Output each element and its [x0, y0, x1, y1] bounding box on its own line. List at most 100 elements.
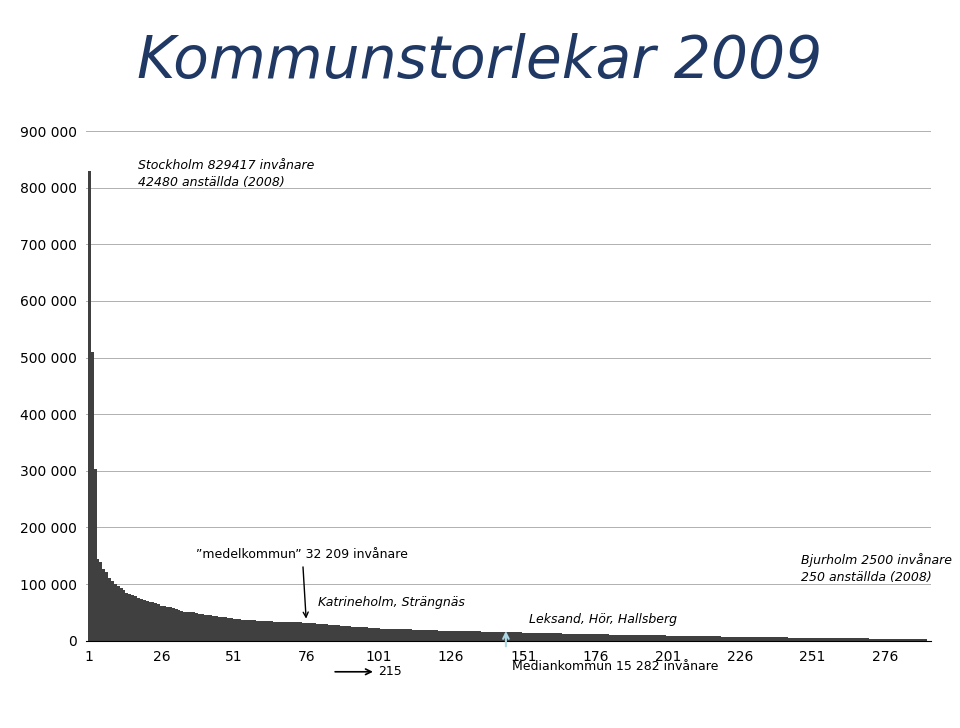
Bar [261, 621, 264, 641]
Bar [756, 637, 759, 641]
Bar [166, 607, 169, 641]
Bar [117, 587, 120, 641]
Bar [100, 562, 103, 641]
Bar [909, 639, 912, 641]
Bar [325, 625, 328, 641]
Bar [126, 593, 129, 641]
Bar [140, 598, 143, 641]
Bar [186, 612, 189, 641]
Bar [745, 637, 748, 641]
Bar [149, 602, 152, 641]
Bar [663, 636, 666, 641]
Bar [537, 633, 540, 641]
Bar [232, 619, 235, 641]
Bar [828, 638, 831, 641]
Bar [771, 637, 774, 641]
Bar [728, 637, 731, 641]
Bar [852, 638, 854, 641]
Bar [418, 630, 420, 641]
Bar [805, 638, 808, 641]
Bar [192, 612, 195, 641]
Bar [612, 635, 614, 641]
Bar [646, 636, 649, 641]
Bar [826, 638, 828, 641]
Bar [794, 638, 797, 641]
Bar [903, 639, 906, 641]
Bar [600, 634, 603, 641]
Bar [528, 633, 531, 641]
Bar [531, 633, 534, 641]
Bar [811, 638, 814, 641]
Bar [472, 631, 475, 641]
Bar [912, 639, 915, 641]
Bar [103, 569, 106, 641]
Bar [725, 637, 728, 641]
Text: Katrineholm, Strängnäs: Katrineholm, Strängnäs [318, 596, 465, 609]
Bar [800, 638, 803, 641]
Bar [308, 623, 311, 641]
Bar [754, 637, 756, 641]
Bar [276, 622, 278, 641]
Bar [675, 636, 678, 641]
Bar [446, 630, 449, 641]
Bar [880, 638, 883, 641]
Bar [563, 633, 565, 641]
Bar [516, 633, 519, 641]
Bar [797, 638, 800, 641]
Bar [545, 633, 548, 641]
Bar [588, 634, 591, 641]
Bar [762, 637, 765, 641]
Bar [849, 638, 852, 641]
Bar [452, 631, 455, 641]
Bar [432, 630, 435, 641]
Bar [565, 633, 568, 641]
Bar [557, 633, 560, 641]
Bar [209, 615, 212, 641]
Bar [501, 632, 504, 641]
Bar [782, 638, 785, 641]
Bar [218, 617, 221, 641]
Bar [846, 638, 849, 641]
Bar [383, 628, 386, 641]
Bar [660, 636, 663, 641]
Bar [918, 639, 921, 641]
Bar [360, 628, 363, 641]
Bar [444, 630, 446, 641]
Bar [305, 622, 308, 641]
Bar [88, 171, 91, 641]
Bar [255, 621, 258, 641]
Bar [238, 619, 241, 641]
Bar [803, 638, 805, 641]
Bar [895, 639, 898, 641]
Bar [441, 630, 444, 641]
Bar [287, 622, 290, 641]
Bar [686, 636, 689, 641]
Bar [481, 631, 484, 641]
Bar [438, 630, 441, 641]
Bar [643, 636, 646, 641]
Bar [143, 601, 146, 641]
Bar [120, 587, 123, 641]
Bar [640, 636, 643, 641]
Bar [270, 622, 273, 641]
Bar [406, 629, 409, 641]
Bar [392, 629, 395, 641]
Bar [169, 607, 172, 641]
Bar [892, 638, 895, 641]
Bar [495, 632, 498, 641]
Bar [507, 632, 511, 641]
Bar [574, 634, 577, 641]
Bar [560, 633, 563, 641]
Bar [692, 636, 695, 641]
Bar [632, 635, 635, 641]
Bar [224, 617, 227, 641]
Bar [314, 623, 317, 641]
Text: Kommunstorlekar 2009: Kommunstorlekar 2009 [137, 33, 823, 90]
Bar [652, 636, 655, 641]
Bar [777, 638, 780, 641]
Bar [278, 622, 281, 641]
Bar [302, 622, 305, 641]
Bar [522, 633, 525, 641]
Bar [689, 636, 692, 641]
Bar [129, 594, 132, 641]
